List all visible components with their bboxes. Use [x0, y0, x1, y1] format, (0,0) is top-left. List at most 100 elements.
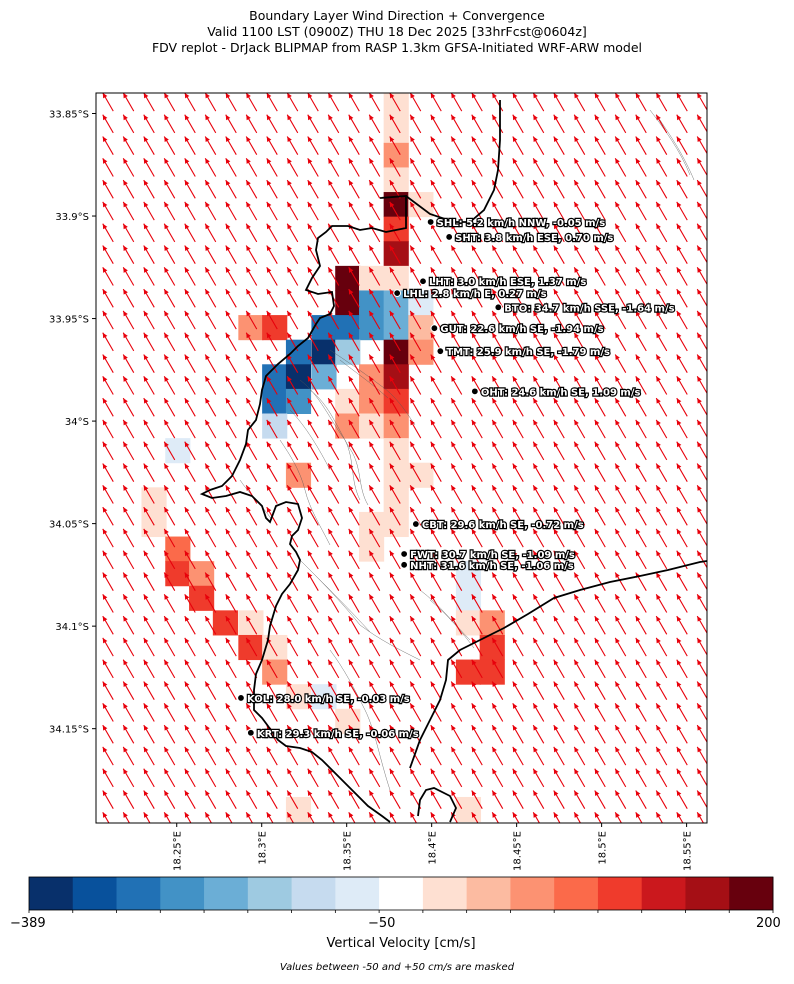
- wind-arrow: [245, 136, 258, 155]
- wind-arrow: [696, 288, 707, 308]
- colorbar-title: Vertical Velocity [cm/s]: [326, 936, 476, 951]
- wind-arrow: [655, 354, 668, 373]
- wind-arrow: [594, 790, 606, 809]
- station-label: SHL: 5.2 km/h NNW, -0.05 m/s: [437, 218, 606, 229]
- wind-arrow: [635, 615, 647, 635]
- wind-arrow: [614, 419, 627, 439]
- wind-arrow: [225, 506, 237, 526]
- wind-arrow: [573, 790, 586, 809]
- wind-arrow: [532, 659, 545, 679]
- wind-arrow: [122, 310, 135, 330]
- wind-arrow: [573, 637, 586, 657]
- wind-arrow: [143, 332, 155, 352]
- wind-arrow: [450, 158, 463, 177]
- wind-arrow: [553, 288, 565, 308]
- wind-arrow: [430, 136, 442, 155]
- wind-arrow: [368, 812, 377, 823]
- wind-arrow: [409, 114, 422, 134]
- wind-arrow: [471, 724, 483, 744]
- heatmap-cell: [408, 290, 434, 316]
- wind-arrow: [512, 485, 524, 504]
- wind-arrow: [491, 724, 504, 744]
- wind-arrow: [696, 681, 707, 700]
- wind-arrow: [184, 267, 196, 286]
- wind-arrow: [471, 158, 483, 177]
- wind-arrow: [409, 201, 422, 221]
- wind-arrow: [450, 703, 463, 722]
- wind-arrow: [163, 136, 176, 155]
- wind-arrow: [102, 397, 114, 417]
- wind-arrow: [163, 463, 176, 482]
- wind-arrow: [184, 354, 196, 373]
- station-marker: [411, 520, 420, 528]
- wind-arrow: [676, 267, 688, 286]
- heatmap-cell: [285, 796, 312, 823]
- wind-arrow: [532, 397, 545, 417]
- wind-arrow: [532, 354, 545, 373]
- wind-arrow: [368, 659, 381, 679]
- wind-arrow: [327, 354, 340, 373]
- wind-arrow: [286, 594, 299, 613]
- wind-arrow: [122, 572, 135, 591]
- wind-arrow: [573, 376, 586, 395]
- wind-arrow: [655, 550, 668, 570]
- wind-arrow: [225, 93, 237, 112]
- wind-arrow: [143, 746, 155, 766]
- wind-arrow: [245, 746, 258, 766]
- wind-arrow: [532, 376, 545, 395]
- wind-arrow: [368, 681, 381, 700]
- wind-arrow: [450, 463, 463, 482]
- mask-note: Values between -50 and +50 cm/s are mask…: [279, 962, 515, 973]
- wind-arrow: [307, 419, 319, 439]
- wind-arrow: [348, 201, 360, 221]
- wind-arrow: [594, 594, 606, 613]
- colorbar-segment: [685, 877, 730, 910]
- title-line-3: FDV replot - DrJack BLIPMAP from RASP 1.…: [151, 40, 643, 55]
- wind-arrow: [594, 376, 606, 395]
- wind-arrow: [614, 397, 627, 417]
- wind-arrow: [491, 93, 504, 112]
- station-label: SHT: 3.8 km/h ESE, 0.70 m/s: [455, 233, 613, 244]
- wind-arrow: [225, 746, 237, 766]
- wind-arrow: [286, 114, 299, 134]
- wind-arrow: [696, 310, 707, 329]
- station-label: NHT: 31.6 km/h SE, -1.06 m/s: [410, 561, 574, 572]
- wind-arrow: [348, 768, 360, 788]
- wind-arrow: [204, 724, 217, 744]
- wind-arrow: [122, 419, 135, 439]
- wind-arrow: [143, 637, 155, 657]
- heatmap-cell: [212, 610, 238, 636]
- wind-arrow: [368, 746, 381, 766]
- wind-arrow: [553, 637, 565, 657]
- wind-arrow: [348, 179, 360, 199]
- wind-arrow: [266, 768, 278, 788]
- wind-arrow: [245, 310, 258, 330]
- wind-arrow: [143, 550, 155, 570]
- wind-arrow: [368, 136, 381, 155]
- wind-arrow: [122, 397, 135, 417]
- wind-arrow: [594, 572, 606, 591]
- wind-arrow: [245, 441, 258, 461]
- wind-arrow: [655, 114, 668, 134]
- wind-arrow: [409, 550, 422, 570]
- wind-arrow: [225, 528, 237, 548]
- wind-arrow: [225, 158, 237, 177]
- wind-arrow: [122, 724, 135, 744]
- wind-arrow: [348, 659, 360, 679]
- wind-arrow: [122, 201, 135, 221]
- station-label: BTO: 34.7 km/h SSE, -1.64 m/s: [504, 303, 674, 314]
- wind-arrow: [655, 594, 668, 613]
- lon-tick-label: 18.5°E: [598, 831, 609, 865]
- wind-arrow: [696, 550, 707, 569]
- wind-arrow: [348, 332, 360, 352]
- wind-arrow: [655, 615, 668, 635]
- wind-arrow: [532, 550, 545, 570]
- wind-arrow: [614, 724, 627, 744]
- wind-arrow: [389, 594, 401, 613]
- wind-arrow: [676, 288, 688, 308]
- wind-arrow: [266, 790, 278, 809]
- wind-arrow: [696, 397, 707, 417]
- wind-arrow: [676, 245, 688, 264]
- wind-arrow: [532, 637, 545, 657]
- wind-arrow: [143, 528, 155, 548]
